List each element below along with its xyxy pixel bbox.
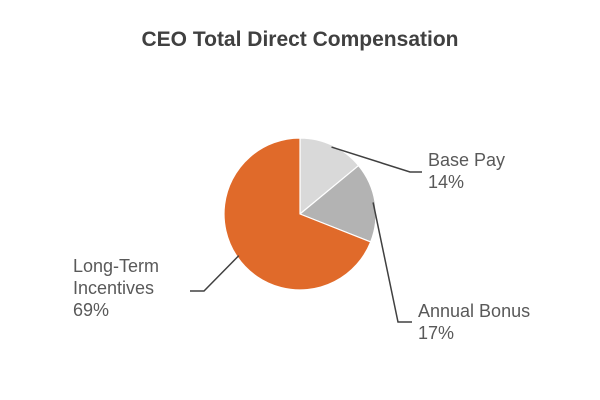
slice-name-annual-bonus: Annual Bonus [418,301,530,321]
pie-slice-annual-bonus [298,164,377,243]
leader-line-base-pay [331,146,422,173]
leader-line-long-term-incentives [190,255,240,292]
pie-slices [223,137,377,291]
slice-name-long-term-incentives: Long-Term [73,256,159,276]
pie-slice-base-pay [299,137,360,216]
slice-label-long-term-incentives: Long-Term Incentives 69% [73,256,159,320]
chart-title: CEO Total Direct Compensation [142,28,459,51]
leader-lines [190,146,422,323]
slice-value-long-term-incentives: 69% [73,300,109,320]
slice-label-base-pay: Base Pay 14% [428,150,505,192]
slice-name-base-pay: Base Pay [428,150,505,170]
slice-value-annual-bonus: 17% [418,323,454,343]
slice-name-long-term-incentives: Incentives [73,278,154,298]
slice-labels: Base Pay 14% Annual Bonus 17% Long-Term Incen… [73,150,530,343]
slice-label-annual-bonus: Annual Bonus 17% [418,301,530,343]
slice-value-base-pay: 14% [428,172,464,192]
leader-line-annual-bonus [372,202,412,323]
